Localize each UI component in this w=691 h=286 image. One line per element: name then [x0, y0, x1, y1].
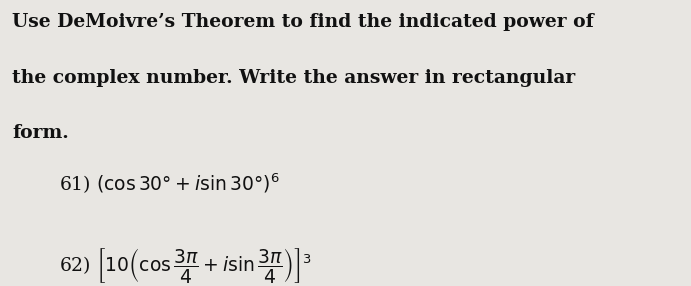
Text: the complex number. Write the answer in rectangular: the complex number. Write the answer in …: [12, 69, 576, 87]
Text: 61) $(\cos 30°+ i \sin 30°)^{6}$: 61) $(\cos 30°+ i \sin 30°)^{6}$: [59, 172, 279, 196]
Text: form.: form.: [12, 124, 69, 142]
Text: Use DeMoivre’s Theorem to find the indicated power of: Use DeMoivre’s Theorem to find the indic…: [12, 13, 594, 31]
Text: 62) $\left[10 \left(\cos\dfrac{3\pi}{4} + i \sin\dfrac{3\pi}{4}\right)\right]^{3: 62) $\left[10 \left(\cos\dfrac{3\pi}{4} …: [59, 246, 312, 285]
